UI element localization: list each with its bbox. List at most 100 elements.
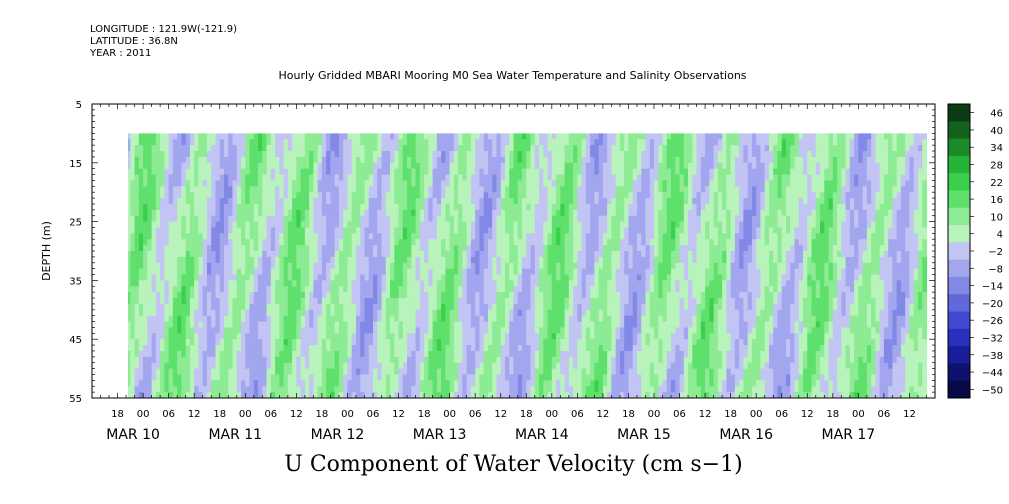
heat-cell bbox=[317, 209, 323, 217]
heat-cell bbox=[253, 286, 259, 293]
heat-cell bbox=[394, 198, 400, 205]
heat-cell bbox=[573, 333, 578, 340]
heat-cell bbox=[138, 245, 144, 252]
heat-cell bbox=[487, 298, 493, 305]
heat-cell bbox=[360, 356, 366, 364]
heat-cell bbox=[573, 145, 578, 152]
heat-cell bbox=[475, 145, 481, 152]
heat-cell bbox=[522, 162, 527, 170]
heat-cell bbox=[326, 239, 332, 246]
heat-cell bbox=[509, 280, 515, 287]
heat-cell bbox=[202, 292, 208, 299]
heat-cell bbox=[590, 309, 595, 317]
heat-cell bbox=[445, 280, 451, 287]
heat-cell bbox=[407, 327, 412, 334]
heat-cell bbox=[351, 262, 357, 270]
heat-cell bbox=[590, 233, 595, 240]
heat-cell bbox=[206, 268, 212, 276]
heat-cell bbox=[526, 162, 532, 170]
heat-cell bbox=[151, 198, 157, 205]
heat-cell bbox=[164, 380, 170, 387]
heat-cell bbox=[338, 286, 344, 293]
heat-cell bbox=[241, 233, 246, 240]
heat-cell bbox=[560, 345, 566, 352]
heat-cell bbox=[262, 392, 268, 398]
heat-cell bbox=[441, 309, 446, 317]
heat-cell bbox=[360, 215, 366, 223]
heat-cell bbox=[504, 356, 510, 364]
heat-cell bbox=[202, 321, 208, 329]
heat-cell bbox=[428, 209, 434, 217]
heat-cell bbox=[436, 215, 442, 223]
heat-cell bbox=[309, 139, 314, 146]
heat-cell bbox=[262, 233, 268, 240]
heat-cell bbox=[539, 350, 544, 358]
heat-cell bbox=[232, 368, 238, 376]
heat-cell bbox=[194, 186, 200, 193]
heat-cell bbox=[551, 392, 557, 398]
heat-cell bbox=[368, 245, 374, 252]
heat-cell bbox=[470, 198, 476, 205]
heat-cell bbox=[364, 145, 370, 152]
heat-cell bbox=[172, 356, 178, 364]
heat-cell bbox=[415, 151, 421, 158]
heat-cell bbox=[381, 192, 387, 199]
heat-cell bbox=[449, 362, 455, 370]
heat-cell bbox=[449, 350, 455, 358]
heat-cell bbox=[262, 280, 268, 287]
heat-cell bbox=[185, 251, 191, 258]
heat-cell bbox=[194, 174, 200, 182]
heat-cell bbox=[436, 286, 442, 293]
heat-cell bbox=[189, 256, 195, 264]
heat-cell bbox=[483, 251, 489, 258]
heat-cell bbox=[266, 239, 272, 246]
heat-cell bbox=[407, 333, 412, 340]
heat-cell bbox=[385, 262, 391, 270]
heat-cell bbox=[321, 256, 327, 264]
heat-cell bbox=[155, 233, 161, 240]
heat-cell bbox=[526, 145, 532, 152]
heat-cell bbox=[377, 368, 383, 376]
heat-cell bbox=[228, 209, 234, 217]
heat-cell bbox=[581, 209, 587, 217]
heat-cell bbox=[128, 133, 131, 140]
heat-cell bbox=[377, 350, 383, 358]
heat-cell bbox=[390, 251, 395, 258]
heat-cell bbox=[194, 221, 200, 229]
heat-cell bbox=[236, 192, 242, 199]
heat-cell bbox=[394, 162, 400, 170]
heat-cell bbox=[134, 268, 140, 276]
heat-cell bbox=[223, 215, 229, 223]
heat-cell bbox=[551, 186, 557, 193]
heat-cell bbox=[407, 268, 412, 276]
heat-cell bbox=[415, 233, 421, 240]
heat-cell bbox=[453, 133, 459, 140]
heat-cell bbox=[143, 345, 148, 352]
heat-cell bbox=[411, 151, 417, 158]
heat-cell bbox=[385, 274, 391, 281]
heat-cell bbox=[249, 327, 255, 334]
heat-cell bbox=[292, 186, 297, 193]
heat-cell bbox=[419, 274, 425, 281]
heat-cell bbox=[228, 292, 234, 299]
heat-cell bbox=[509, 233, 515, 240]
heat-cell bbox=[202, 168, 208, 176]
heat-cell bbox=[517, 168, 523, 176]
heat-cell bbox=[181, 315, 187, 323]
heat-cell bbox=[364, 168, 370, 176]
heat-cell bbox=[130, 374, 136, 381]
heat-cell bbox=[262, 321, 268, 329]
heat-cell bbox=[343, 209, 349, 217]
heat-cell bbox=[492, 233, 498, 240]
heat-cell bbox=[219, 133, 225, 140]
heat-cell bbox=[517, 339, 523, 346]
heat-cell bbox=[436, 333, 442, 340]
heat-cell bbox=[594, 251, 600, 258]
heat-cell bbox=[198, 203, 204, 211]
heat-cell bbox=[211, 227, 217, 234]
heat-cell bbox=[155, 198, 161, 205]
heat-cell bbox=[321, 392, 327, 398]
heat-cell bbox=[275, 256, 280, 264]
heat-cell bbox=[343, 203, 349, 211]
heat-cell bbox=[428, 298, 434, 305]
